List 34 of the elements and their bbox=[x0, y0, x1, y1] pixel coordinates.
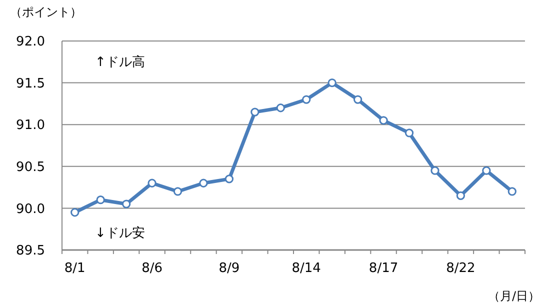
x-tick-label: 8/22 bbox=[446, 261, 476, 276]
annotation: ↑ドル高 bbox=[95, 54, 145, 70]
point bbox=[430, 166, 440, 175]
y-tick-label: 90.5 bbox=[16, 160, 45, 175]
x-tick-label: 8/1 bbox=[64, 261, 86, 276]
point bbox=[508, 187, 516, 196]
x-tick-label: 8/17 bbox=[368, 261, 398, 276]
x-tick-label: 8/14 bbox=[292, 261, 321, 276]
point bbox=[224, 174, 234, 184]
point bbox=[379, 116, 388, 125]
x-axis-title: （月/日） bbox=[488, 289, 540, 303]
y-tick-label: 92.0 bbox=[16, 34, 45, 50]
point bbox=[353, 95, 362, 104]
x-tick-label: 8/9 bbox=[218, 261, 240, 276]
y-tick-label: 91.5 bbox=[16, 76, 45, 92]
point bbox=[456, 191, 466, 200]
point bbox=[122, 200, 131, 208]
point bbox=[70, 208, 80, 217]
point bbox=[302, 95, 311, 104]
point bbox=[96, 196, 105, 204]
y-tick-label: 89.5 bbox=[16, 244, 45, 259]
point bbox=[250, 108, 260, 116]
y-axis-title: （ポイント） bbox=[10, 5, 82, 19]
y-tick-label: 90.0 bbox=[16, 202, 45, 217]
point bbox=[404, 128, 414, 138]
point bbox=[482, 166, 491, 175]
annotation: ↓ドル安 bbox=[95, 225, 145, 241]
y-tick-label: 91.0 bbox=[16, 118, 45, 134]
point bbox=[328, 78, 336, 88]
point bbox=[148, 178, 156, 188]
x-tick-label: 8/6 bbox=[142, 261, 162, 276]
point bbox=[173, 187, 182, 196]
point bbox=[199, 178, 208, 188]
point bbox=[276, 104, 285, 112]
